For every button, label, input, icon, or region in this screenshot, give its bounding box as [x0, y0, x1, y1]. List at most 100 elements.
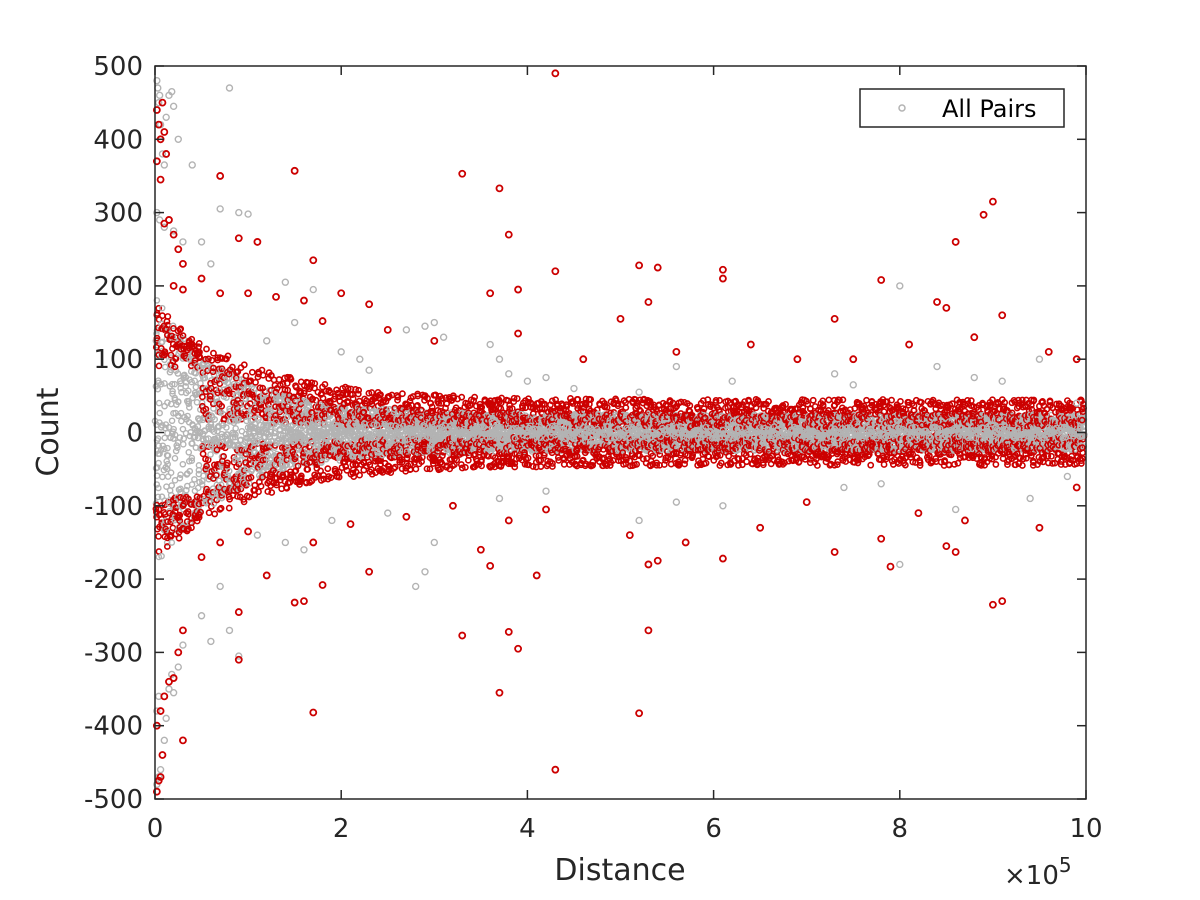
data-point — [220, 452, 227, 460]
data-point — [211, 510, 219, 518]
data-point — [238, 446, 246, 454]
data-point — [179, 441, 187, 448]
data-point — [171, 394, 178, 402]
data-point — [176, 326, 184, 333]
data-point — [212, 386, 220, 394]
data-point — [177, 471, 184, 478]
data-point — [267, 407, 274, 414]
data-point — [201, 374, 209, 382]
data-point — [195, 466, 203, 474]
data-point — [229, 363, 236, 371]
data-point — [327, 474, 335, 482]
data-point — [247, 473, 255, 481]
data-point — [164, 399, 171, 406]
data-point — [202, 355, 209, 363]
data-point — [191, 377, 198, 385]
data-point — [158, 552, 165, 560]
data-point — [185, 400, 192, 408]
data-point — [248, 368, 256, 376]
data-point — [217, 504, 225, 512]
data-point — [272, 403, 279, 411]
data-point — [235, 460, 243, 468]
data-point — [163, 317, 171, 325]
data-point — [291, 455, 299, 463]
data-point — [279, 465, 286, 472]
data-point — [176, 474, 184, 482]
data-point — [195, 513, 203, 521]
data-point — [171, 507, 179, 515]
data-point — [166, 509, 174, 517]
data-point — [321, 380, 329, 388]
data-point — [171, 454, 179, 462]
data-point — [168, 332, 176, 340]
data-point — [195, 390, 203, 397]
data-point — [169, 524, 177, 532]
data-point — [308, 379, 316, 387]
data-point — [249, 466, 256, 473]
data-point — [207, 451, 214, 458]
data-point — [289, 448, 297, 456]
data-point — [319, 394, 327, 402]
data-point — [180, 335, 188, 343]
data-point — [203, 345, 210, 353]
data-point — [234, 484, 241, 491]
data-point — [300, 438, 308, 445]
dense-bands — [151, 297, 1088, 561]
data-point — [188, 524, 195, 532]
data-point — [196, 348, 203, 356]
data-point — [272, 412, 279, 419]
data-point — [166, 368, 174, 376]
data-point — [204, 456, 212, 464]
data-point — [250, 385, 258, 392]
data-point — [240, 496, 247, 503]
data-point — [177, 485, 184, 493]
data-point — [247, 460, 255, 467]
data-point — [188, 457, 196, 465]
data-point — [216, 380, 224, 388]
data-point — [294, 462, 302, 470]
data-point — [236, 456, 244, 464]
data-point — [260, 467, 267, 474]
data-point — [324, 465, 332, 473]
data-point — [171, 380, 178, 388]
data-point — [155, 399, 163, 407]
data-point — [259, 371, 267, 379]
data-point — [184, 508, 192, 515]
data-point — [273, 481, 280, 489]
data-point — [199, 499, 207, 507]
data-point — [175, 534, 183, 542]
data-point — [185, 495, 192, 503]
data-point — [257, 482, 265, 490]
data-point — [185, 449, 193, 456]
data-point — [161, 348, 169, 356]
data-point — [184, 510, 192, 518]
data-point — [233, 371, 240, 379]
data-point — [292, 383, 300, 391]
data-point — [327, 389, 334, 397]
data-point — [314, 472, 321, 480]
data-point — [163, 325, 170, 333]
data-point — [202, 405, 210, 413]
data-point — [191, 369, 198, 376]
data-point — [168, 482, 176, 489]
data-point — [163, 457, 170, 465]
data-point — [174, 370, 182, 377]
data-point — [283, 379, 291, 387]
data-point — [317, 467, 324, 475]
data-point — [188, 481, 196, 488]
data-point — [289, 406, 296, 413]
data-point — [191, 476, 198, 483]
data-point — [206, 392, 214, 400]
data-point — [199, 393, 206, 401]
data-point — [155, 506, 163, 513]
data-point — [265, 463, 273, 470]
data-point — [192, 383, 200, 391]
data-point — [237, 485, 245, 493]
data-point — [163, 451, 171, 459]
data-point — [296, 478, 304, 486]
data-point — [163, 465, 171, 473]
data-point — [308, 477, 316, 485]
data-point — [169, 387, 176, 395]
data-point — [297, 474, 304, 481]
data-point — [169, 322, 177, 330]
